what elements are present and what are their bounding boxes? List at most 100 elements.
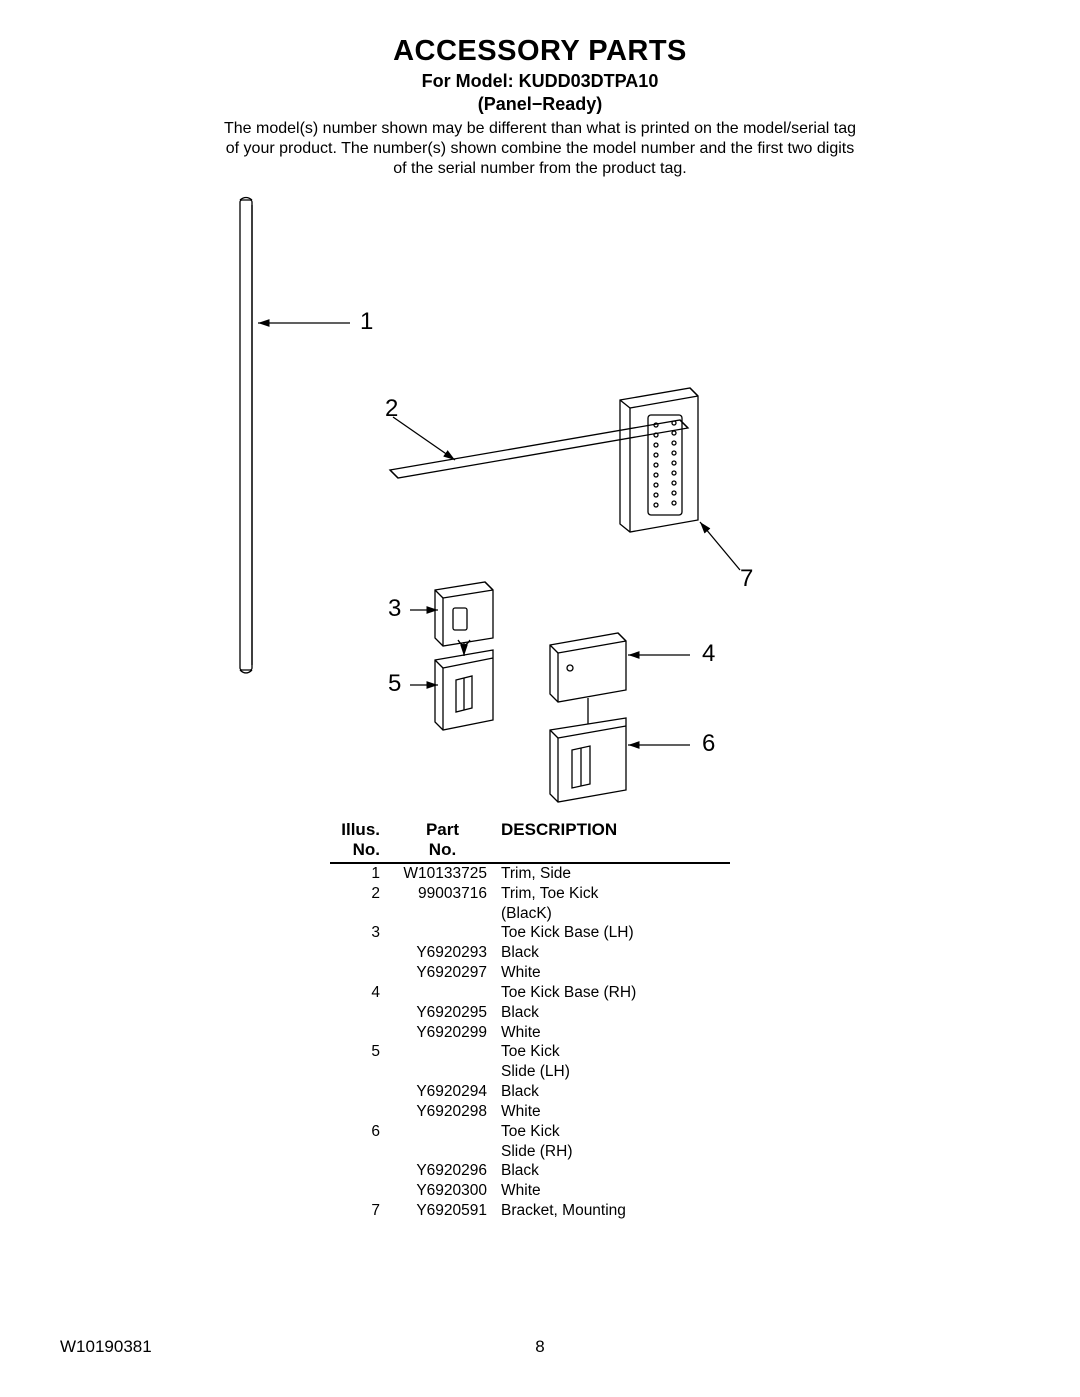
cell-illus: 5 (330, 1042, 390, 1062)
part-5-slide-lh (435, 650, 493, 730)
cell-illus (330, 1181, 390, 1201)
callout-3: 3 (388, 595, 401, 623)
page: ACCESSORY PARTS For Model: KUDD03DTPA10 … (0, 0, 1080, 1397)
cell-part: Y6920297 (390, 963, 495, 983)
table-row: Y6920300White (330, 1181, 730, 1201)
cell-illus: 4 (330, 983, 390, 1003)
cell-part: Y6920299 (390, 1023, 495, 1043)
cell-desc: (BlacK) (495, 904, 730, 924)
cell-illus (330, 1062, 390, 1082)
callout-2: 2 (385, 395, 398, 423)
cell-desc: Black (495, 1003, 730, 1023)
part-7-bracket (620, 388, 698, 532)
cell-part: Y6920293 (390, 943, 495, 963)
header-note: The model(s) number shown may be differe… (220, 119, 860, 179)
cell-illus (330, 1003, 390, 1023)
cell-part (390, 1042, 495, 1062)
cell-part (390, 923, 495, 943)
cell-illus (330, 1142, 390, 1162)
cell-part (390, 1062, 495, 1082)
cell-illus (330, 1102, 390, 1122)
table-row: Y6920293Black (330, 943, 730, 963)
callout-6: 6 (702, 730, 715, 758)
cell-illus: 1 (330, 864, 390, 884)
cell-desc: Black (495, 1082, 730, 1102)
table-row: Slide (RH) (330, 1142, 730, 1162)
cell-part: Y6920591 (390, 1201, 495, 1221)
table-row: 5 Toe Kick (330, 1042, 730, 1062)
cell-part: W10133725 (390, 864, 495, 884)
cell-part (390, 1122, 495, 1142)
cell-part (390, 983, 495, 1003)
footer-page-no: 8 (535, 1337, 544, 1357)
table-row: Y6920295Black (330, 1003, 730, 1023)
part-4-base-rh (550, 633, 626, 702)
table-row: Y6920299White (330, 1023, 730, 1043)
cell-desc: Toe Kick Base (LH) (495, 923, 730, 943)
table-row: Y6920294Black (330, 1082, 730, 1102)
cell-part (390, 904, 495, 924)
cell-desc: Toe Kick (495, 1122, 730, 1142)
cell-illus (330, 904, 390, 924)
col-header-illus: Illus.No. (330, 820, 390, 860)
diagram-svg (210, 190, 770, 810)
cell-illus: 6 (330, 1122, 390, 1142)
cell-desc: Trim, Side (495, 864, 730, 884)
cell-desc: Bracket, Mounting (495, 1201, 730, 1221)
part-6-slide-rh (550, 718, 626, 802)
table-row: Y6920298White (330, 1102, 730, 1122)
cell-desc: Slide (RH) (495, 1142, 730, 1162)
cell-desc: Black (495, 943, 730, 963)
footer-doc-no: W10190381 (60, 1337, 152, 1357)
table-row: Slide (LH) (330, 1062, 730, 1082)
cell-part: Y6920298 (390, 1102, 495, 1122)
table-row: 4 Toe Kick Base (RH) (330, 983, 730, 1003)
page-title: ACCESSORY PARTS (60, 35, 1020, 68)
part-2-trim-toekick (390, 420, 688, 478)
model-subtitle: For Model: KUDD03DTPA10 (Panel−Ready) (60, 70, 1020, 115)
cell-desc: Toe Kick Base (RH) (495, 983, 730, 1003)
table-row: Y6920296Black (330, 1161, 730, 1181)
table-row: (BlacK) (330, 904, 730, 924)
cell-illus: 7 (330, 1201, 390, 1221)
cell-part: Y6920300 (390, 1181, 495, 1201)
cell-part: Y6920296 (390, 1161, 495, 1181)
table-row: Y6920297White (330, 963, 730, 983)
cell-desc: Black (495, 1161, 730, 1181)
callout-1: 1 (360, 308, 373, 336)
table-row: 299003716Trim, Toe Kick (330, 884, 730, 904)
col-header-desc: DESCRIPTION (495, 820, 730, 860)
cell-part: Y6920294 (390, 1082, 495, 1102)
callout-7: 7 (740, 565, 753, 593)
cell-part: Y6920295 (390, 1003, 495, 1023)
variant-line: (Panel−Ready) (478, 94, 603, 114)
parts-diagram: 1 2 3 4 5 6 7 (210, 190, 770, 810)
cell-desc: Slide (LH) (495, 1062, 730, 1082)
table-row: 6 Toe Kick (330, 1122, 730, 1142)
cell-desc: White (495, 1102, 730, 1122)
cell-desc: White (495, 963, 730, 983)
part-3-base-lh (435, 582, 493, 646)
cell-illus (330, 943, 390, 963)
cell-part: 99003716 (390, 884, 495, 904)
parts-table: Illus.No. PartNo. DESCRIPTION 1W10133725… (330, 820, 730, 1221)
cell-part (390, 1142, 495, 1162)
table-row: 1W10133725Trim, Side (330, 864, 730, 884)
part-1-trim-side (240, 198, 252, 674)
cell-desc: White (495, 1181, 730, 1201)
col-header-part: PartNo. (390, 820, 495, 860)
table-body: 1W10133725Trim, Side299003716Trim, Toe K… (330, 864, 730, 1221)
cell-illus (330, 1023, 390, 1043)
cell-desc: Toe Kick (495, 1042, 730, 1062)
cell-illus: 2 (330, 884, 390, 904)
cell-illus: 3 (330, 923, 390, 943)
table-row: 7Y6920591Bracket, Mounting (330, 1201, 730, 1221)
cell-desc: Trim, Toe Kick (495, 884, 730, 904)
cell-illus (330, 1161, 390, 1181)
callout-4: 4 (702, 640, 715, 668)
callout-5: 5 (388, 670, 401, 698)
cell-illus (330, 1082, 390, 1102)
cell-desc: White (495, 1023, 730, 1043)
model-line: For Model: KUDD03DTPA10 (422, 71, 659, 91)
table-row: 3 Toe Kick Base (LH) (330, 923, 730, 943)
